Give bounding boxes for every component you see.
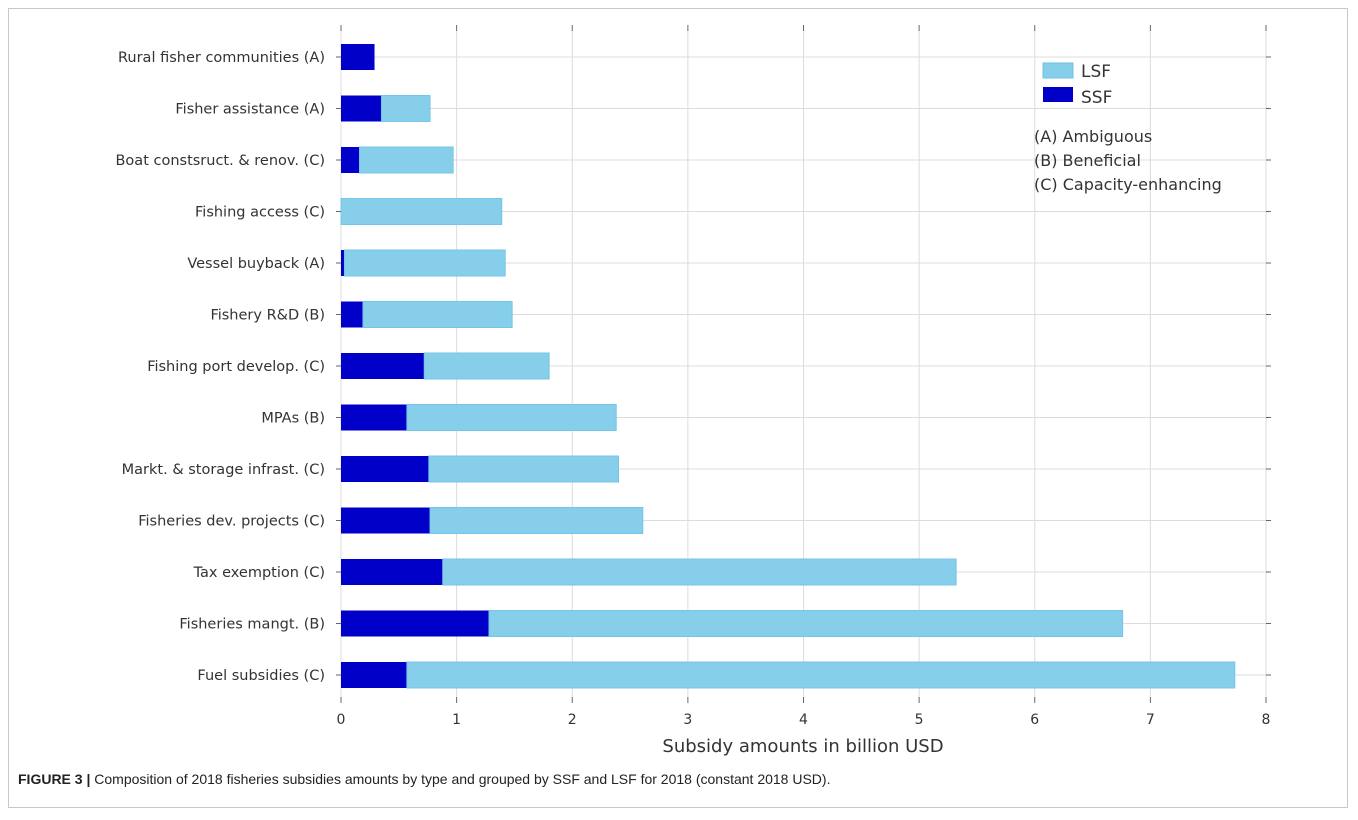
legend-swatch-lsf bbox=[1042, 62, 1074, 79]
x-tick-label-6: 6 bbox=[1030, 712, 1039, 728]
legend-label-ssf: SSF bbox=[1081, 88, 1112, 108]
category-label-fisheries-dev-projects-c: Fisheries dev. projects (C) bbox=[138, 514, 325, 530]
x-tick-label-7: 7 bbox=[1146, 712, 1155, 728]
caption-text: Composition of 2018 fisheries subsidies … bbox=[90, 771, 831, 787]
bar-lsf-boat-constsruct-renov-c bbox=[359, 146, 454, 174]
x-tick-label-1: 1 bbox=[452, 712, 461, 728]
category-label-fishing-access-c: Fishing access (C) bbox=[195, 205, 325, 221]
bar-ssf-tax-exemption-c bbox=[341, 559, 443, 585]
bar-lsf-markt-storage-infrast-c bbox=[428, 455, 619, 483]
bar-lsf-fisher-assistance-a bbox=[380, 95, 431, 122]
category-label-mpas-b: MPAs (B) bbox=[261, 411, 325, 427]
bar-lsf-tax-exemption-c bbox=[442, 558, 957, 586]
bar-ssf-fishery-r-d-b bbox=[341, 301, 363, 328]
bar-ssf-vessel-buyback-a bbox=[341, 250, 345, 276]
bar-ssf-mpas-b bbox=[341, 404, 407, 431]
legend: LSF SSF (A) Ambiguous (B) Beneficial (C)… bbox=[1034, 62, 1222, 194]
bar-lsf-fuel-subsidies-c bbox=[406, 661, 1236, 689]
x-axis-title: Subsidy amounts in billion USD bbox=[662, 736, 943, 757]
tick-layer bbox=[336, 25, 1271, 703]
bar-lsf-fishery-r-d-b bbox=[362, 301, 513, 328]
category-label-tax-exemption-c: Tax exemption (C) bbox=[193, 565, 325, 581]
bar-lsf-fisheries-mangt-b bbox=[488, 610, 1124, 637]
x-tick-label-3: 3 bbox=[683, 712, 692, 728]
bar-ssf-fisheries-dev-projects-c bbox=[341, 507, 431, 534]
bar-lsf-mpas-b bbox=[406, 404, 617, 431]
x-tick-label-2: 2 bbox=[568, 712, 577, 728]
bar-ssf-markt-storage-infrast-c bbox=[341, 456, 429, 482]
category-labels: Rural fisher communities (A) Fisher assis… bbox=[115, 50, 325, 684]
category-label-fisher-assistance-a: Fisher assistance (A) bbox=[175, 102, 325, 118]
category-label-fisheries-mangt-b: Fisheries mangt. (B) bbox=[179, 617, 325, 633]
category-label-fishing-port-develop-c: Fishing port develop. (C) bbox=[147, 359, 325, 375]
figure-caption: FIGURE 3 | Composition of 2018 fisheries… bbox=[18, 771, 830, 787]
category-label-fishery-r-d-b: Fishery R&D (B) bbox=[210, 308, 325, 324]
bar-lsf-fishing-port-develop-c bbox=[423, 352, 550, 380]
bar-layer bbox=[340, 44, 1236, 689]
legend-label-lsf: LSF bbox=[1081, 62, 1111, 82]
category-label-vessel-buyback-a: Vessel buyback (A) bbox=[187, 256, 325, 272]
bar-lsf-fisheries-dev-projects-c bbox=[429, 507, 644, 534]
figure-frame bbox=[8, 8, 1348, 808]
bar-ssf-fishing-port-develop-c bbox=[341, 353, 425, 379]
bar-ssf-rural-fisher-communities-a bbox=[341, 44, 375, 70]
legend-note-capacity-enhancing: (C) Capacity-enhancing bbox=[1034, 175, 1222, 194]
bar-ssf-fuel-subsidies-c bbox=[341, 662, 407, 688]
category-label-markt-storage-infrast-c: Markt. & storage infrast. (C) bbox=[122, 462, 325, 478]
x-tick-labels: 0 1 2 3 4 5 6 7 8 bbox=[337, 712, 1271, 728]
bar-lsf-fishing-access-c bbox=[340, 198, 503, 225]
legend-swatch-ssf bbox=[1043, 87, 1073, 102]
x-tick-label-5: 5 bbox=[915, 712, 924, 728]
bar-ssf-fisher-assistance-a bbox=[341, 95, 382, 122]
x-tick-label-0: 0 bbox=[337, 712, 346, 728]
legend-note-ambiguous: (A) Ambiguous bbox=[1034, 127, 1152, 146]
caption-label: FIGURE 3 | bbox=[18, 771, 91, 787]
category-label-fuel-subsidies-c: Fuel subsidies (C) bbox=[197, 668, 325, 684]
bar-lsf-vessel-buyback-a bbox=[343, 249, 506, 277]
category-label-rural-fisher-communities-a: Rural fisher communities (A) bbox=[118, 50, 325, 66]
x-tick-label-8: 8 bbox=[1262, 712, 1271, 728]
legend-note-beneficial: (B) Beneficial bbox=[1034, 151, 1141, 170]
category-label-boat-constsruct-renov-c: Boat constsruct. & renov. (C) bbox=[115, 153, 325, 169]
bar-ssf-boat-constsruct-renov-c bbox=[341, 147, 360, 173]
x-tick-label-4: 4 bbox=[799, 712, 808, 728]
bar-ssf-fisheries-mangt-b bbox=[341, 610, 489, 637]
